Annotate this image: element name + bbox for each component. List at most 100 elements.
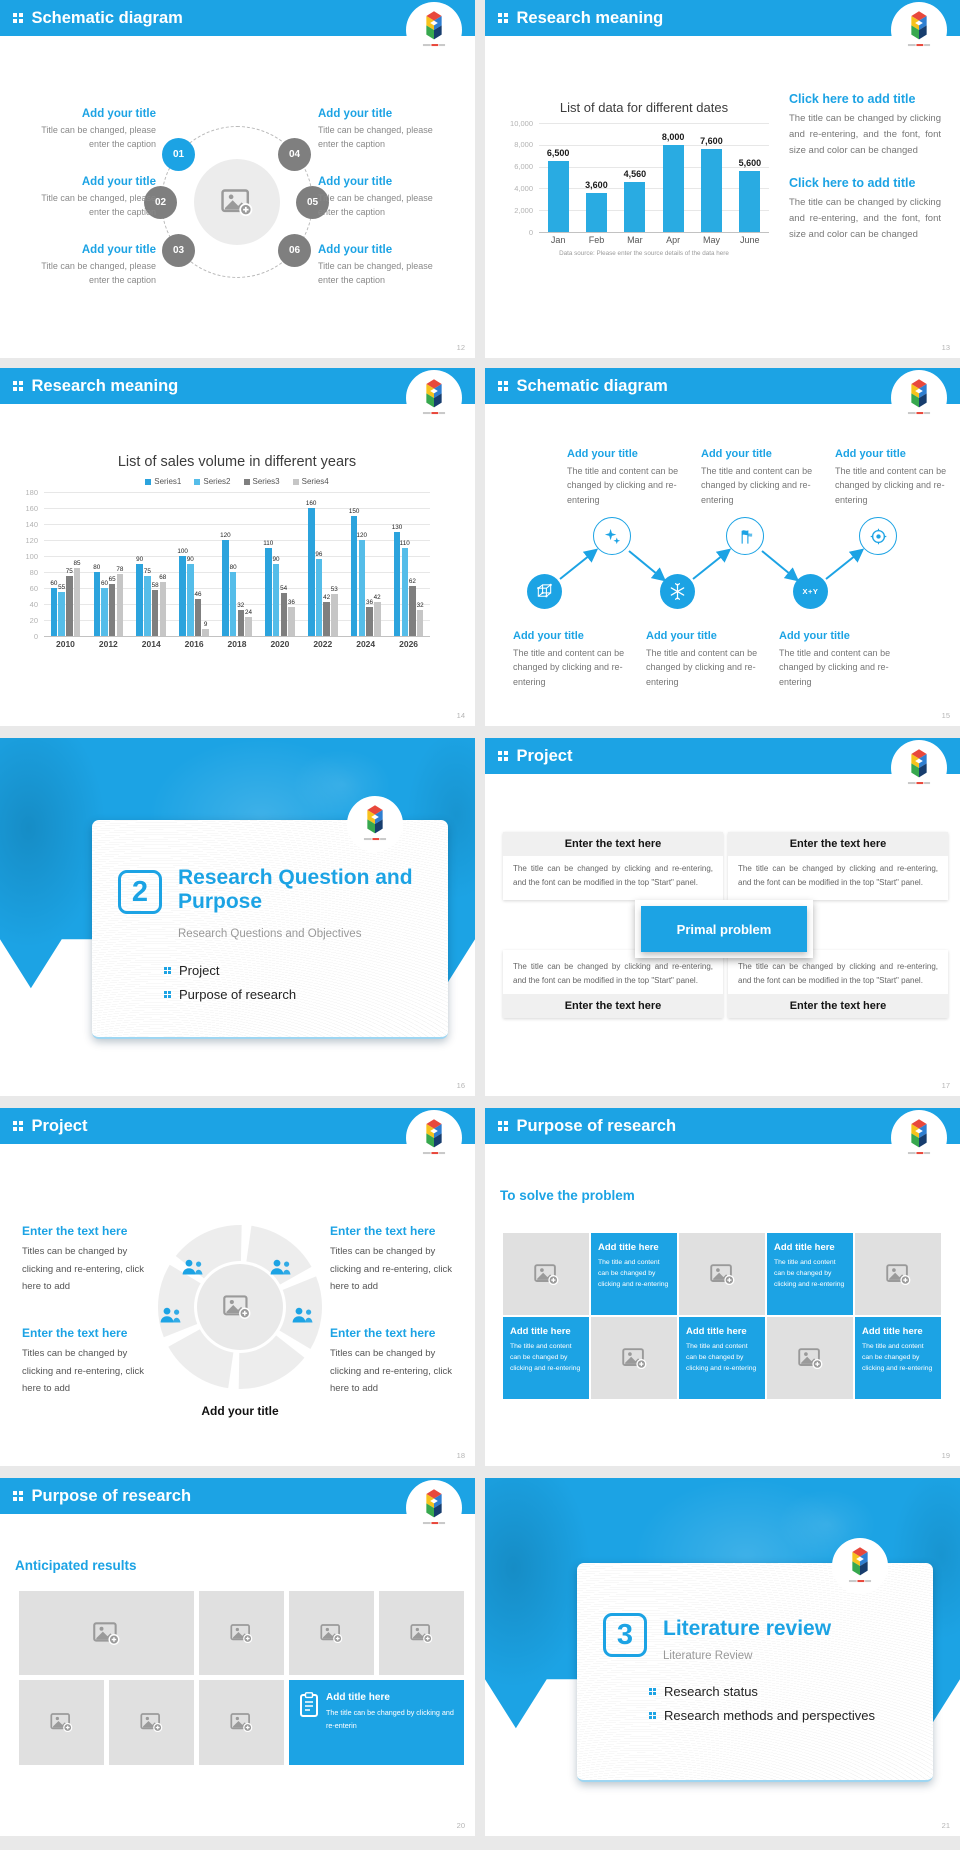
brand-logo-icon xyxy=(406,370,462,426)
node-01[interactable]: 01 xyxy=(162,138,195,171)
block-title: Add your title xyxy=(318,244,393,256)
quad-bullet-icon xyxy=(164,991,171,998)
flags-icon[interactable] xyxy=(726,517,764,555)
title-tile[interactable]: Add title here The title and content can … xyxy=(503,1317,589,1399)
center-image-placeholder[interactable] xyxy=(209,1279,265,1335)
slide-17[interactable]: Project Enter the text here The title ca… xyxy=(485,738,960,1096)
node-06[interactable]: 06 xyxy=(278,234,311,267)
brand-logo-icon xyxy=(891,740,947,796)
tile-title: Add title here xyxy=(862,1326,923,1337)
title-tile[interactable]: Add title here The title and content can … xyxy=(767,1233,853,1315)
title-tile[interactable]: Add title here The title can be changed … xyxy=(289,1680,464,1765)
step-text: Add your title The title and content can… xyxy=(567,448,683,507)
slide-header: Research meaning xyxy=(485,0,960,36)
block-title: Add your title xyxy=(318,176,393,188)
header-bullet-icon xyxy=(498,751,508,761)
header-bullet-icon xyxy=(498,13,508,23)
slide-14[interactable]: Research meaning List of sales volume in… xyxy=(0,368,475,726)
step-text: Add your title The title and content can… xyxy=(835,448,951,507)
image-tile[interactable] xyxy=(19,1591,194,1675)
image-tile[interactable] xyxy=(199,1591,284,1675)
image-tile[interactable] xyxy=(199,1680,284,1765)
segmented-wheel xyxy=(152,1219,328,1395)
image-tile[interactable] xyxy=(679,1233,765,1315)
block-body: The title can be changed by clicking and… xyxy=(789,197,941,241)
text-block: Enter the text here Titles can be change… xyxy=(22,1224,150,1296)
section-bullet[interactable]: Project xyxy=(164,963,219,978)
snowflake-icon[interactable] xyxy=(660,574,695,609)
slide-18[interactable]: Project Enter the text here Titles can b… xyxy=(0,1108,475,1466)
quad-bullet-icon xyxy=(649,1712,656,1719)
image-tile[interactable] xyxy=(767,1317,853,1399)
box-body: The title can be changed by clicking and… xyxy=(738,864,938,887)
node-02[interactable]: 02 xyxy=(144,186,177,219)
tile-body: The title and content can be changed by … xyxy=(774,1259,845,1289)
chart-plot-area: 0 2,000 4,000 6,000 8,000 10,000 6,500 3,600 4,5… xyxy=(510,119,769,237)
title-tile[interactable]: Add title here The title and content can … xyxy=(591,1233,677,1315)
block-caption: Title can be changed, please enter the c… xyxy=(41,125,156,149)
section-bullet[interactable]: Research methods and perspectives xyxy=(649,1708,875,1723)
header-bullet-icon xyxy=(13,1121,23,1131)
slide-header: Schematic diagram xyxy=(0,0,475,36)
chart-source-note: Data source: Please enter the source det… xyxy=(559,250,729,257)
section-bullet[interactable]: Purpose of research xyxy=(164,987,296,1002)
primal-problem-box[interactable]: Primal problem xyxy=(641,906,807,952)
node-04[interactable]: 04 xyxy=(278,138,311,171)
tile-title: Add title here xyxy=(774,1242,835,1253)
slide-19[interactable]: Purpose of research To solve the problem… xyxy=(485,1108,960,1466)
page-number: 17 xyxy=(941,1081,950,1090)
chart-plot-area: 0 20 40 60 80 100 120 140 160 180 60 80 90 100 120 110 1… xyxy=(25,488,430,641)
image-tile[interactable] xyxy=(19,1680,104,1765)
slide-13[interactable]: Research meaning List of data for differ… xyxy=(485,0,960,358)
header-bullet-icon xyxy=(498,381,508,391)
center-image-placeholder[interactable] xyxy=(194,159,280,245)
quad-bullet-icon xyxy=(649,1688,656,1695)
clipboard-icon xyxy=(300,1692,318,1717)
block-caption: Title can be changed, please enter the c… xyxy=(318,193,433,217)
bullet-label: Research methods and perspectives xyxy=(664,1708,876,1723)
image-placeholder-icon xyxy=(533,1263,559,1285)
title-tile[interactable]: Add title here The title and content can … xyxy=(855,1317,941,1399)
brand-logo-icon xyxy=(406,2,462,58)
step-text: Add your title The title and content can… xyxy=(513,630,629,689)
xy-formula-icon[interactable]: X+Y xyxy=(793,574,828,609)
slide-header: Purpose of research xyxy=(485,1108,960,1144)
image-tile[interactable] xyxy=(379,1591,464,1675)
text-block: Add your title Title can be changed, ple… xyxy=(318,176,452,220)
text-box: Enter the text here The title can be cha… xyxy=(728,950,948,1018)
cube-network-icon[interactable] xyxy=(527,574,562,609)
step-title: Add your title xyxy=(513,630,584,642)
sparkles-icon[interactable] xyxy=(593,517,631,555)
slide-16[interactable]: 2 Research Question and Purpose Research… xyxy=(0,738,475,1096)
node-05[interactable]: 05 xyxy=(296,186,329,219)
section-number: 2 xyxy=(118,870,162,914)
header-bullet-icon xyxy=(13,1491,23,1501)
image-tile[interactable] xyxy=(503,1233,589,1315)
image-tile[interactable] xyxy=(289,1591,374,1675)
block-title: Enter the text here xyxy=(330,1326,436,1340)
slide-21[interactable]: 3 Literature review Literature Review Re… xyxy=(485,1478,960,1836)
node-03[interactable]: 03 xyxy=(162,234,195,267)
slide-title: Purpose of research xyxy=(31,1486,192,1505)
step-body: The title and content can be changed by … xyxy=(701,466,813,505)
image-placeholder-icon xyxy=(223,1295,251,1319)
brand-logo-icon xyxy=(891,1110,947,1166)
person-gear-icon xyxy=(268,1258,294,1277)
section-bullet[interactable]: Research status xyxy=(649,1684,758,1699)
slide-20[interactable]: Purpose of research Anticipated results … xyxy=(0,1478,475,1836)
block-caption: Title can be changed, please enter the c… xyxy=(318,125,433,149)
title-tile[interactable]: Add title here The title and content can … xyxy=(679,1317,765,1399)
target-icon[interactable] xyxy=(859,517,897,555)
image-tile[interactable] xyxy=(109,1680,194,1765)
image-tile[interactable] xyxy=(855,1233,941,1315)
image-placeholder-icon xyxy=(410,1623,433,1643)
slide-title: Project xyxy=(516,746,573,765)
image-placeholder-icon xyxy=(230,1623,253,1643)
slide-12[interactable]: Schematic diagram 01 02 03 04 05 06 Add … xyxy=(0,0,475,358)
brand-logo-icon xyxy=(406,1110,462,1166)
image-tile[interactable] xyxy=(591,1317,677,1399)
tile-body: The title can be changed by clicking and… xyxy=(326,1708,454,1730)
section-title: Literature review xyxy=(663,1617,832,1640)
slide-15[interactable]: Schematic diagram Add your title The tit… xyxy=(485,368,960,726)
image-placeholder-icon xyxy=(93,1621,120,1645)
